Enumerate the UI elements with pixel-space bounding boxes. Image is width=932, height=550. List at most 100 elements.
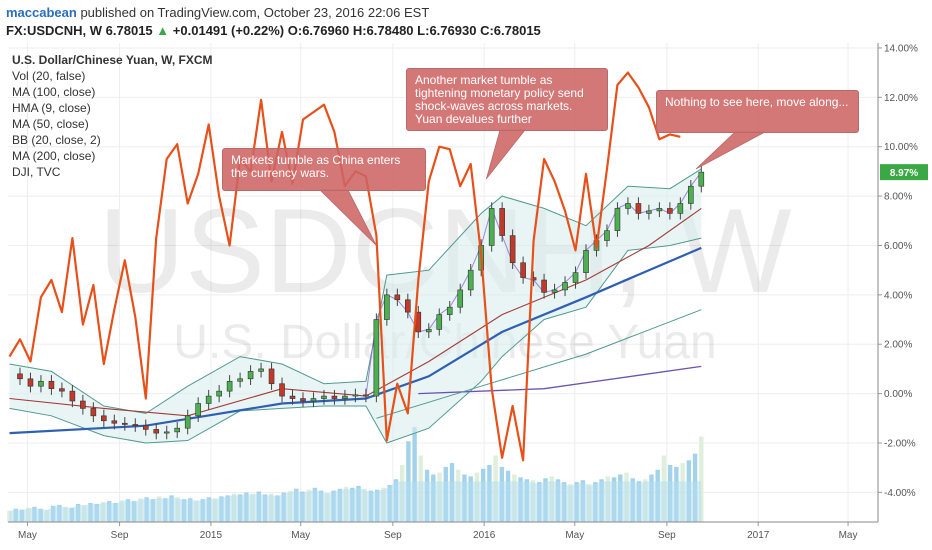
symbol-label: FX:USDCNH, W bbox=[6, 23, 103, 38]
candle-body bbox=[121, 422, 128, 425]
candle-body bbox=[101, 415, 107, 422]
y-tick-label: 4.00% bbox=[884, 290, 912, 301]
publish-line: maccabean published on TradingView.com, … bbox=[6, 5, 429, 20]
candle-body bbox=[384, 294, 390, 320]
candle-body bbox=[572, 272, 579, 283]
candle-body bbox=[394, 294, 401, 301]
moving-averages bbox=[9, 171, 702, 435]
candle-body bbox=[111, 420, 118, 424]
candle-body bbox=[216, 390, 222, 397]
indicator-label[interactable]: BB (20, close, 2) bbox=[12, 133, 101, 147]
bollinger-fill bbox=[9, 168, 702, 443]
y-tick-label: 10.00% bbox=[884, 142, 918, 153]
candle-body bbox=[656, 208, 663, 212]
up-arrow-icon: ▲ bbox=[156, 23, 170, 38]
candlesticks bbox=[17, 165, 705, 440]
candle-body bbox=[373, 319, 380, 397]
annotation-currency-wars[interactable]: Markets tumble as China enters the curre… bbox=[222, 148, 426, 191]
published-text: published on TradingView.com, October 23… bbox=[80, 5, 430, 20]
y-tick-label: 12.00% bbox=[884, 93, 918, 104]
y-tick-label: 8.00% bbox=[884, 192, 912, 203]
candle-body bbox=[363, 394, 369, 397]
candle-body bbox=[467, 269, 474, 291]
candle-body bbox=[583, 250, 589, 273]
candle-body bbox=[59, 388, 65, 392]
x-tick-label: 2017 bbox=[747, 530, 770, 541]
candle-body bbox=[142, 425, 149, 430]
candle-body bbox=[321, 395, 327, 399]
candle-body bbox=[153, 429, 160, 434]
candle-body bbox=[635, 203, 642, 214]
x-tick-label: May bbox=[839, 530, 858, 541]
candle-body bbox=[551, 289, 558, 293]
indicator-label[interactable]: HMA (9, close) bbox=[12, 101, 91, 115]
volume-bar bbox=[7, 510, 12, 522]
candle-body bbox=[48, 380, 55, 389]
ma-50-line bbox=[9, 207, 702, 417]
price-change: +0.01491 (+0.22%) bbox=[172, 23, 285, 38]
indicator-label[interactable]: Vol (20, false) bbox=[12, 69, 85, 83]
candle-body bbox=[237, 378, 243, 382]
x-tick-label: 2016 bbox=[473, 530, 496, 541]
candle-body bbox=[352, 394, 359, 397]
candle-body bbox=[331, 395, 338, 399]
candle-body bbox=[247, 371, 254, 380]
author-link[interactable]: maccabean bbox=[6, 5, 77, 20]
candle-body bbox=[300, 398, 306, 402]
indicator-label[interactable]: MA (50, close) bbox=[12, 117, 89, 131]
annotation-move-along[interactable]: Nothing to see here, move along... bbox=[656, 90, 859, 133]
candle-body bbox=[279, 383, 285, 397]
candle-body bbox=[27, 378, 34, 387]
candle-body bbox=[258, 368, 264, 372]
candle-body bbox=[80, 400, 86, 409]
candle-body bbox=[69, 390, 76, 402]
ma-200-alt-line bbox=[376, 309, 702, 419]
volume-ma-area bbox=[9, 481, 702, 522]
high-label: H: bbox=[352, 23, 367, 38]
candle-body bbox=[205, 395, 212, 404]
x-tick-label: Sep bbox=[384, 530, 402, 541]
x-tick-label: Sep bbox=[658, 530, 676, 541]
indicator-label[interactable]: U.S. Dollar/Chinese Yuan, W, FXCM bbox=[12, 53, 212, 67]
axes: 14.00% 12.00% 10.00% 8.00% 6.00% 4.00% 2.00% 0.… bbox=[8, 43, 928, 541]
open-value: 6.76960 bbox=[302, 23, 350, 38]
candle-body bbox=[38, 380, 44, 387]
candle-body bbox=[698, 171, 705, 187]
candle-body bbox=[604, 230, 610, 241]
x-tick-label: May bbox=[291, 530, 310, 541]
candle-body bbox=[614, 208, 621, 231]
candle-body bbox=[509, 235, 516, 264]
current-value-badge bbox=[880, 164, 928, 181]
low-value: 6.76930 bbox=[429, 23, 477, 38]
ma-100-line bbox=[9, 246, 702, 435]
volume-bar bbox=[412, 427, 417, 522]
y-tick-label: 6.00% bbox=[884, 241, 912, 252]
candle-body bbox=[310, 398, 317, 402]
close-value: 6.78015 bbox=[493, 23, 541, 38]
high-value: 6.78480 bbox=[366, 23, 414, 38]
ma-200-line bbox=[418, 365, 702, 395]
candle-body bbox=[446, 306, 453, 315]
volume-bar bbox=[699, 436, 704, 522]
candle-body bbox=[625, 203, 631, 209]
indicator-label[interactable]: MA (200, close) bbox=[12, 149, 95, 163]
x-tick-label: May bbox=[18, 530, 37, 541]
candle-body bbox=[90, 408, 97, 417]
candle-body bbox=[677, 203, 684, 214]
candle-body bbox=[195, 403, 201, 417]
x-tick-label: May bbox=[565, 530, 584, 541]
candle-body bbox=[174, 427, 181, 433]
candle-body bbox=[425, 329, 432, 333]
last-price: 6.78015 bbox=[105, 23, 153, 38]
indicator-label[interactable]: MA (100, close) bbox=[12, 85, 95, 99]
x-tick-label: 2015 bbox=[200, 530, 223, 541]
candle-body bbox=[405, 299, 411, 313]
close-label: C: bbox=[480, 23, 494, 38]
annotation-monetary-policy[interactable]: Another market tumble as tightening mone… bbox=[406, 68, 608, 131]
candle-body bbox=[342, 395, 348, 399]
y-tick-label: 14.00% bbox=[884, 43, 918, 54]
candle-body bbox=[520, 262, 526, 278]
indicator-label[interactable]: DJI, TVC bbox=[12, 165, 61, 179]
y-tick-label: -4.00% bbox=[884, 488, 916, 499]
candle-body bbox=[488, 208, 495, 246]
